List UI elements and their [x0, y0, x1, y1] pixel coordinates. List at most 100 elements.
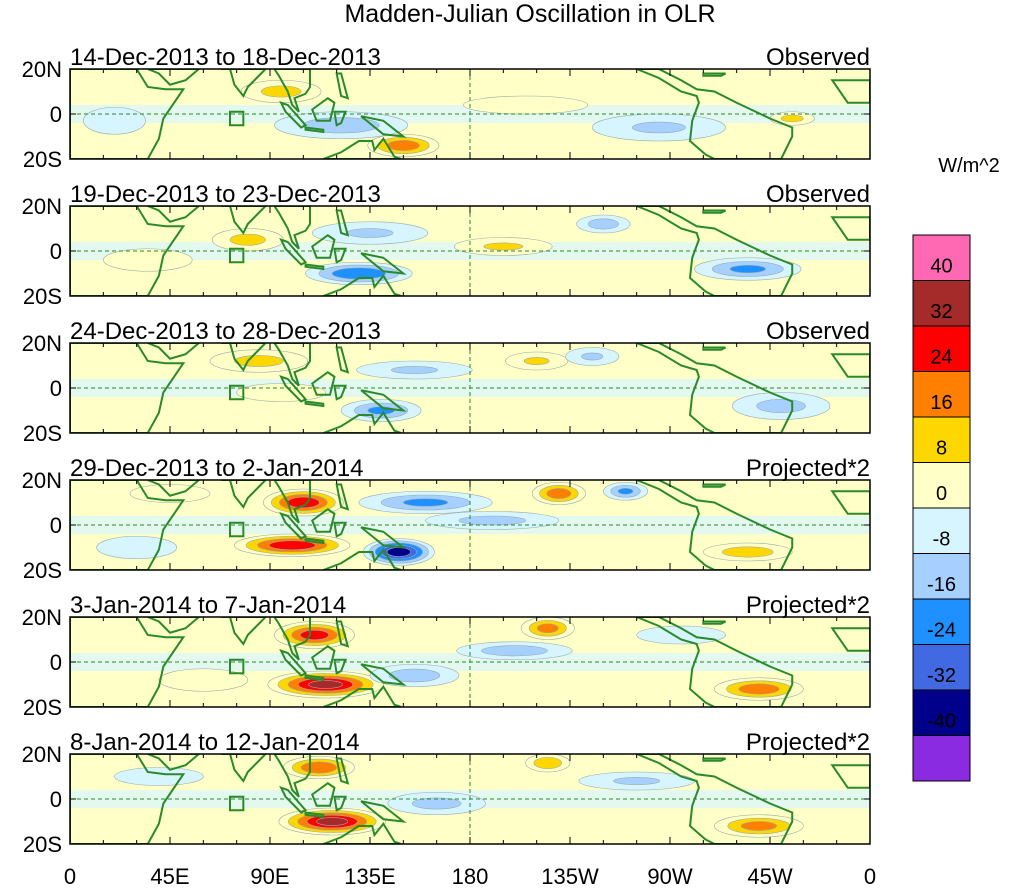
colorbar-swatch	[912, 735, 971, 782]
olr-anomaly	[274, 621, 355, 649]
region-box	[229, 110, 245, 127]
colorbar: 40 32 24 16 8 0 -8 -16 -24 -32 -40	[912, 234, 971, 782]
lat-tick-label: 20S	[23, 832, 62, 857]
coastline	[304, 674, 325, 682]
coastline	[311, 97, 336, 122]
coastline	[279, 649, 308, 677]
panel-period: 24-Dec-2013 to 28-Dec-2013	[70, 318, 381, 345]
coastline	[70, 206, 186, 296]
colorbar-level-label: -24	[927, 620, 956, 642]
coastline	[333, 247, 348, 264]
olr-anomaly	[520, 617, 575, 640]
region-box	[229, 795, 245, 812]
coastline	[335, 209, 350, 237]
colorbar-units: W/m^2	[938, 155, 1000, 177]
panel-period: 3-Jan-2014 to 7-Jan-2014	[70, 592, 346, 619]
coastline	[273, 754, 311, 798]
colorbar-swatch	[912, 462, 971, 509]
coastline	[70, 617, 186, 707]
lat-tick-label: 0	[50, 787, 62, 812]
olr-anomaly	[578, 771, 695, 791]
olr-anomaly	[454, 237, 553, 256]
colorbar-level-label: -32	[927, 665, 956, 687]
coastline	[636, 343, 794, 433]
coastline	[360, 800, 407, 823]
coastline	[335, 620, 350, 648]
coastline	[702, 209, 727, 214]
panel-period: 29-Dec-2013 to 2-Jan-2014	[70, 455, 364, 482]
coastline	[830, 79, 870, 104]
coastline	[70, 343, 186, 433]
coastline	[333, 521, 348, 538]
lat-tick-label: 20S	[23, 421, 62, 446]
colorbar-level-label: 16	[930, 392, 952, 414]
coastline	[830, 490, 870, 515]
coastline	[311, 645, 336, 670]
olr-anomaly	[456, 641, 573, 661]
olr-anomaly	[731, 392, 831, 420]
coastline	[702, 757, 727, 762]
map-panel: 20N 0 20S 29-Dec-2013 to 2-Jan-2014 Projecte…	[22, 455, 871, 583]
colorbar-swatch	[912, 553, 971, 600]
olr-anomaly	[714, 677, 804, 701]
olr-anomaly	[505, 351, 569, 371]
coastline	[830, 216, 870, 241]
lat-tick-label: 20S	[23, 284, 62, 309]
map-panel: 20N 0 20S 19-Dec-2013 to 23-Dec-2013 Observe…	[22, 181, 871, 309]
coastline	[304, 811, 325, 819]
coastline	[311, 508, 336, 533]
coastline	[335, 757, 350, 785]
coastline	[360, 663, 407, 686]
olr-anomaly	[209, 349, 309, 373]
panel-period: 8-Jan-2014 to 12-Jan-2014	[70, 729, 360, 756]
colorbar-level-label: 24	[930, 347, 952, 369]
lat-tick-label: 20N	[22, 331, 62, 356]
lon-tick-label: 135E	[344, 864, 395, 887]
coastline	[830, 627, 870, 652]
panel-kind: Observed	[766, 318, 870, 345]
olr-anomaly	[267, 670, 384, 699]
panel-kind: Observed	[766, 181, 870, 208]
coastline	[636, 617, 794, 707]
chart-title: Madden-Julian Oscillation in OLR	[344, 0, 715, 28]
lon-tick-label: 135W	[541, 864, 599, 887]
coastline	[636, 754, 794, 844]
coastline	[279, 238, 308, 266]
coastline	[830, 764, 870, 789]
coastline	[304, 126, 325, 134]
coastline	[70, 480, 186, 570]
olr-anomaly	[311, 221, 429, 245]
olr-anomaly	[103, 248, 193, 272]
lon-tick-label: 0	[64, 864, 76, 887]
lon-tick-label: 45E	[150, 864, 189, 887]
coastline	[702, 620, 727, 625]
coastline	[273, 206, 311, 250]
coastline	[304, 400, 325, 408]
colorbar-level-label: 8	[936, 438, 947, 460]
colorbar-level-label: -16	[927, 574, 956, 596]
olr-anomaly	[525, 754, 571, 773]
coastline	[636, 69, 794, 159]
lat-tick-label: 0	[50, 376, 62, 401]
olr-anomaly	[240, 79, 322, 104]
olr-anomaly	[703, 542, 793, 562]
olr-anomaly	[305, 261, 413, 286]
lon-tick-label: 0	[864, 864, 876, 887]
lat-tick-label: 0	[50, 650, 62, 675]
coastline	[304, 263, 325, 271]
lon-tick-label: 90W	[647, 864, 692, 887]
olr-anomaly	[369, 663, 460, 688]
lat-tick-label: 20N	[22, 57, 62, 82]
olr-anomaly	[576, 214, 631, 234]
olr-anomaly	[694, 257, 802, 281]
coastline	[221, 617, 267, 646]
olr-anomaly	[463, 95, 589, 115]
coastline	[147, 480, 201, 497]
colorbar-swatch	[912, 371, 971, 418]
lon-tick-label: 90E	[250, 864, 289, 887]
coastline	[279, 512, 308, 540]
lat-tick-label: 20S	[23, 558, 62, 583]
map-panel: 20N 0 20S 3-Jan-2014 to 7-Jan-2014 Projected…	[22, 592, 871, 720]
region-box	[229, 384, 245, 401]
